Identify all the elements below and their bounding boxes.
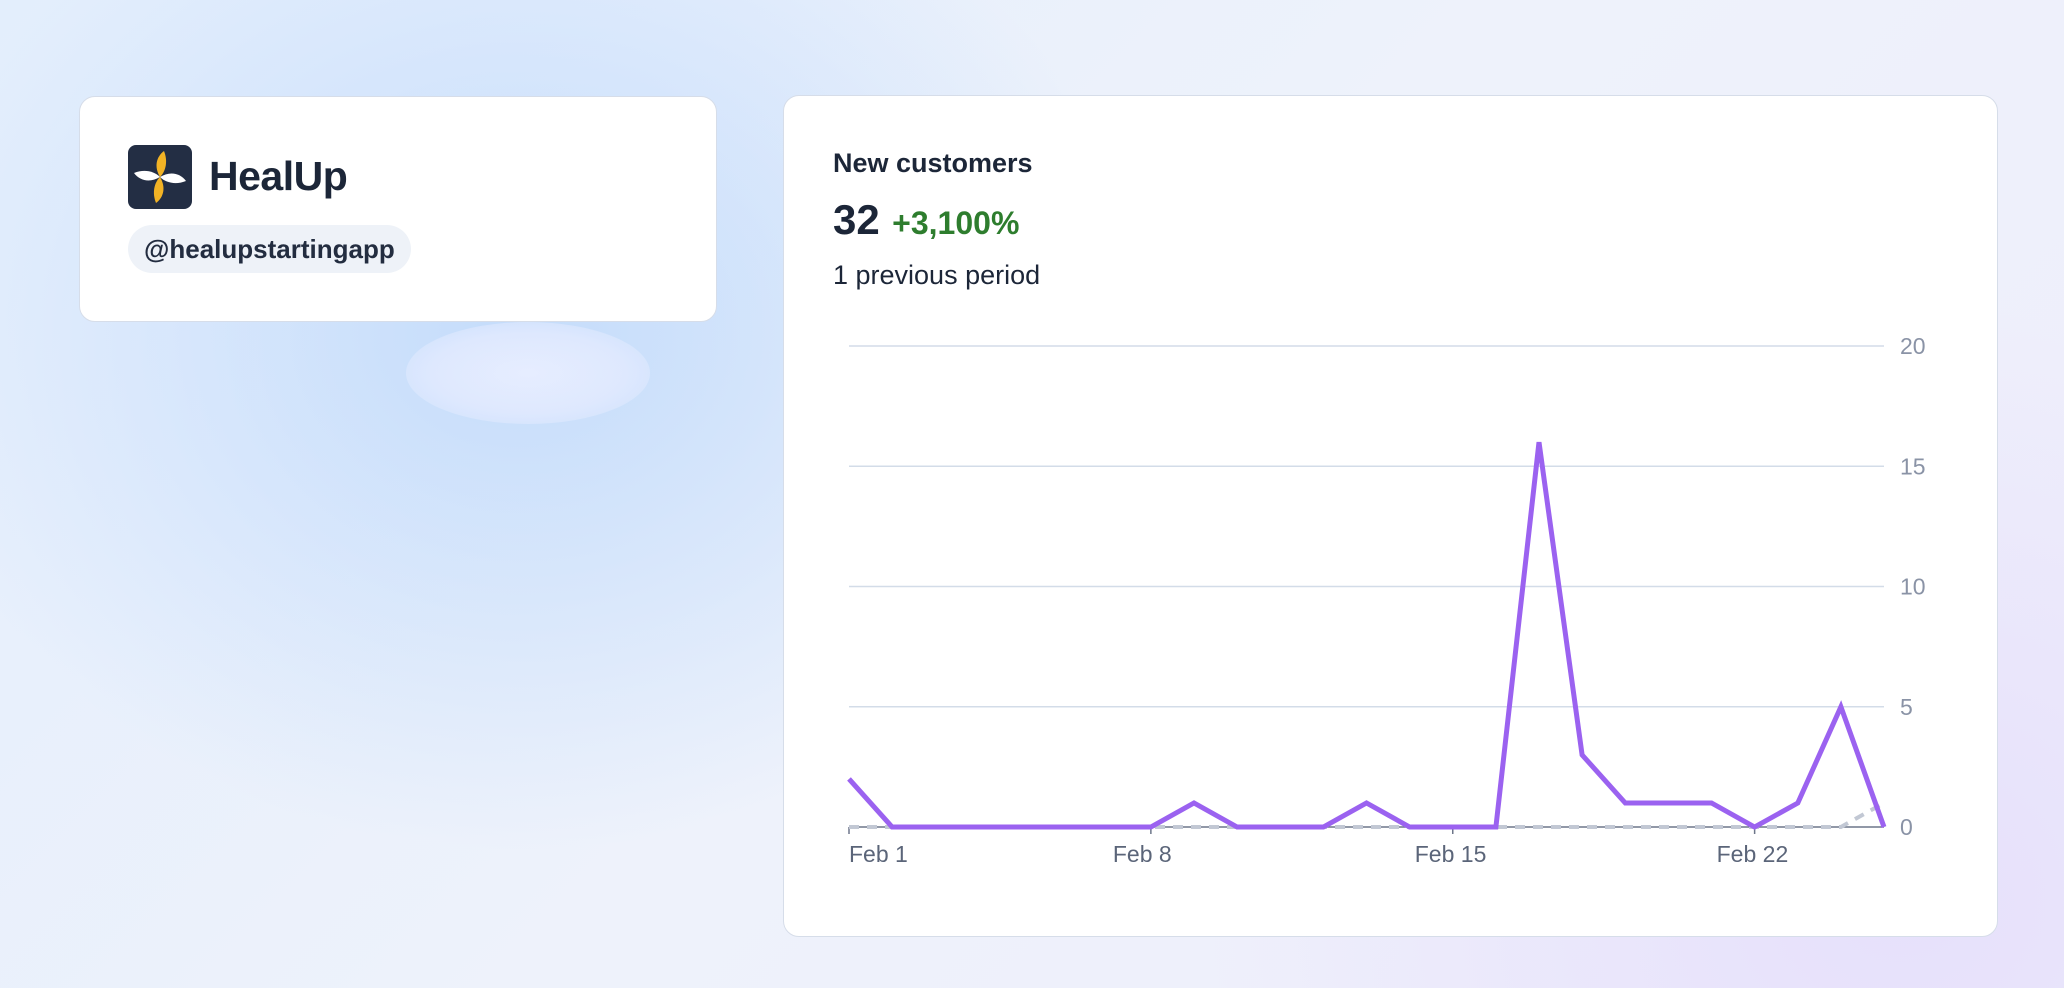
pinwheel-logo-icon bbox=[128, 145, 192, 209]
current-period-line bbox=[847, 441, 1887, 830]
x-tick-label: Feb 22 bbox=[1717, 841, 1789, 867]
y-tick-label: 5 bbox=[1900, 694, 1913, 720]
y-tick-label: 0 bbox=[1900, 814, 1913, 840]
metric-change: +3,100% bbox=[892, 205, 1020, 241]
y-tick-label: 15 bbox=[1900, 453, 1926, 479]
metric-row: 32 +3,100% bbox=[833, 196, 1019, 244]
metric-value: 32 bbox=[833, 196, 880, 243]
metric-title: New customers bbox=[833, 148, 1033, 178]
new-customers-card: New customers 32 +3,100% 1 previous peri… bbox=[783, 95, 1998, 937]
y-tick-label: 20 bbox=[1900, 333, 1926, 359]
line-chart: 0 5 10 15 20 Feb 1 Feb 8 Feb 15 Feb 22 bbox=[847, 333, 1926, 867]
brand-card: HealUp @healupstartingapp bbox=[79, 96, 717, 322]
x-tick-label: Feb 15 bbox=[1415, 841, 1487, 867]
x-tick-label: Feb 8 bbox=[1113, 841, 1172, 867]
app-name: HealUp bbox=[209, 153, 348, 199]
x-tick-label: Feb 1 bbox=[849, 841, 908, 867]
decorative-blob bbox=[406, 322, 650, 424]
account-handle[interactable]: @healupstartingapp bbox=[128, 225, 411, 273]
metric-previous-period: 1 previous period bbox=[833, 260, 1041, 290]
y-tick-label: 10 bbox=[1900, 574, 1926, 600]
